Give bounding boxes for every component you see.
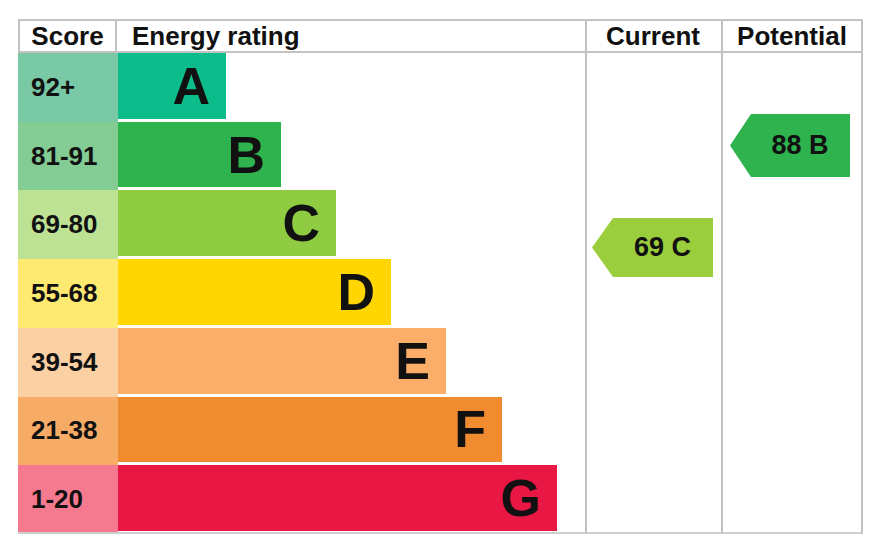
potential-marker-arrow: 88 B [730, 114, 850, 177]
rating-bar-b: B [118, 122, 281, 188]
band-row-b: 81-91 B [18, 122, 863, 191]
header-bottom-border [18, 51, 863, 53]
rating-bar-c: C [118, 190, 336, 256]
band-row-f: 21-38 F [18, 397, 863, 466]
table-header: Score Energy rating Current Potential [18, 19, 863, 53]
score-range-d: 55-68 [18, 259, 118, 328]
header-potential: Potential [721, 19, 863, 53]
score-range-c: 69-80 [18, 190, 118, 259]
rating-bar-d: D [118, 259, 391, 325]
header-left-border [18, 19, 20, 53]
border-right [861, 19, 863, 534]
score-range-e: 39-54 [18, 328, 118, 397]
current-column-divider [585, 19, 587, 534]
border-top [18, 19, 863, 21]
epc-table: Score Energy rating Current Potential 92… [18, 19, 863, 534]
score-range-f: 21-38 [18, 397, 118, 466]
header-current: Current [585, 19, 721, 53]
score-column-divider [115, 19, 117, 53]
score-range-b: 81-91 [18, 122, 118, 191]
rating-bar-e: E [118, 328, 446, 394]
band-row-d: 55-68 D [18, 259, 863, 328]
band-row-c: 69-80 C [18, 190, 863, 259]
header-score: Score [18, 19, 117, 53]
band-row-g: 1-20 G [18, 465, 863, 534]
score-range-g: 1-20 [18, 465, 118, 534]
current-marker-arrow: 69 C [592, 218, 713, 277]
rating-bar-g: G [118, 465, 557, 531]
rating-bands: 92+ A 81-91 B 69-80 C 55-68 D 39-54 E 21… [18, 53, 863, 534]
rating-bar-f: F [118, 397, 502, 463]
band-row-a: 92+ A [18, 53, 863, 122]
border-bottom [18, 532, 863, 534]
score-range-a: 92+ [18, 53, 118, 122]
epc-rating-chart: Score Energy rating Current Potential 92… [0, 0, 886, 556]
rating-bar-a: A [118, 53, 226, 119]
header-energy-rating: Energy rating [117, 19, 585, 53]
band-row-e: 39-54 E [18, 328, 863, 397]
potential-column-divider [721, 19, 723, 534]
